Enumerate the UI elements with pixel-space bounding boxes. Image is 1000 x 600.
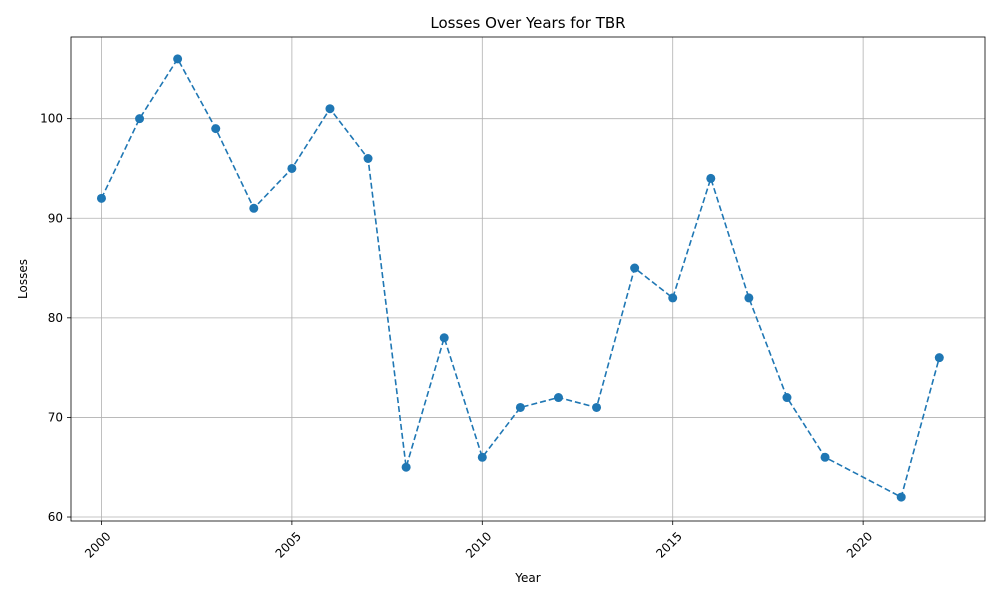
y-tick-label: 60	[48, 510, 63, 524]
data-point	[211, 124, 221, 134]
data-point	[477, 452, 487, 462]
data-point	[173, 54, 183, 64]
data-point	[592, 402, 602, 412]
x-tick-label: 2010	[463, 529, 494, 560]
y-tick-label: 100	[40, 112, 63, 126]
data-point	[439, 333, 449, 343]
data-point	[401, 462, 411, 472]
x-axis-label: Year	[514, 571, 540, 585]
data-point	[706, 173, 716, 183]
data-point	[96, 193, 106, 203]
x-tick-label: 2015	[653, 529, 684, 560]
y-tick-label: 90	[48, 211, 63, 225]
x-tick-label: 2000	[82, 529, 113, 560]
data-point	[744, 293, 754, 303]
data-point	[515, 402, 525, 412]
data-point	[135, 114, 145, 124]
data-point	[668, 293, 678, 303]
grid	[71, 37, 985, 521]
plot-frame	[70, 36, 986, 522]
series-line	[100, 57, 941, 499]
data-point	[325, 104, 335, 114]
x-tick-label: 2020	[844, 529, 875, 560]
y-axis-label: Losses	[16, 259, 30, 299]
data-point	[896, 492, 906, 502]
y-tick-label: 80	[48, 311, 63, 325]
data-point	[782, 393, 792, 403]
data-point	[820, 452, 830, 462]
series-layer	[96, 54, 944, 502]
data-point	[363, 153, 373, 163]
axis-ticks: 2000 2005 2010 2015 2020 60 70 80 90 100	[40, 112, 875, 561]
data-point	[630, 263, 640, 273]
data-point	[553, 393, 563, 403]
chart-title: Losses Over Years for TBR	[430, 14, 625, 32]
data-point	[934, 353, 944, 363]
data-point	[287, 163, 297, 173]
y-tick-label: 70	[48, 410, 63, 424]
data-point	[249, 203, 259, 213]
x-tick-label: 2005	[273, 529, 304, 560]
